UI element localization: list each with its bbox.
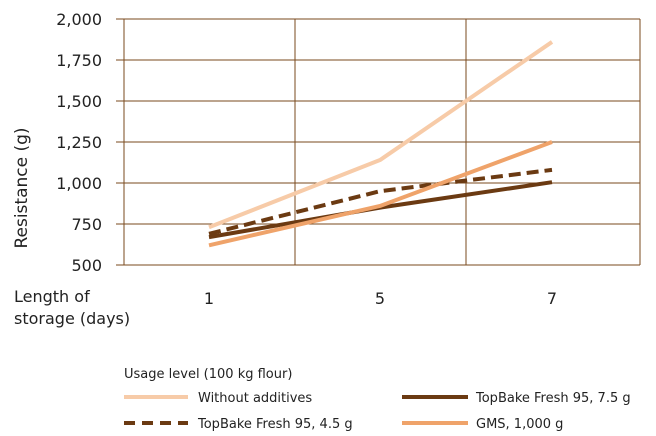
grid (116, 18, 641, 266)
y-tick-label: 500 (71, 256, 102, 275)
y-tick-label: 750 (71, 215, 102, 234)
y-tick-label: 1,000 (56, 174, 102, 193)
x-tick-label: 1 (204, 289, 214, 308)
series-line-3 (208, 140, 553, 248)
series-line-1 (208, 180, 553, 240)
x-axis-label-line-1: Length of (14, 287, 90, 306)
y-tick-label: 2,000 (56, 10, 102, 29)
y-tick-label: 1,500 (56, 92, 102, 111)
y-tick-label: 1,750 (56, 51, 102, 70)
series-line-2 (208, 167, 553, 236)
legend-label-1: TopBake Fresh 95, 7.5 g (475, 391, 631, 406)
x-axis-label-line-2: storage (days) (14, 309, 130, 328)
legend-label-3: GMS, 1,000 g (476, 417, 563, 432)
legend-label-0: Without additives (198, 391, 312, 406)
x-tick-label: 7 (547, 289, 557, 308)
y-axis-label: Resistance (g) (12, 127, 32, 248)
x-tick-labels: 1 5 7 (204, 289, 557, 308)
y-tick-label: 1,250 (56, 133, 102, 152)
legend: Without additives TopBake Fresh 95, 7.5 g… (124, 391, 631, 432)
x-tick-label: 5 (375, 289, 385, 308)
legend-label-2: TopBake Fresh 95, 4.5 g (197, 417, 353, 432)
series-line-0 (208, 40, 554, 230)
series-lines (208, 40, 554, 248)
legend-title: Usage level (100 kg flour) (124, 367, 292, 382)
y-tick-labels: 500 750 1,000 1,250 1,500 1,750 2,000 (56, 10, 102, 275)
